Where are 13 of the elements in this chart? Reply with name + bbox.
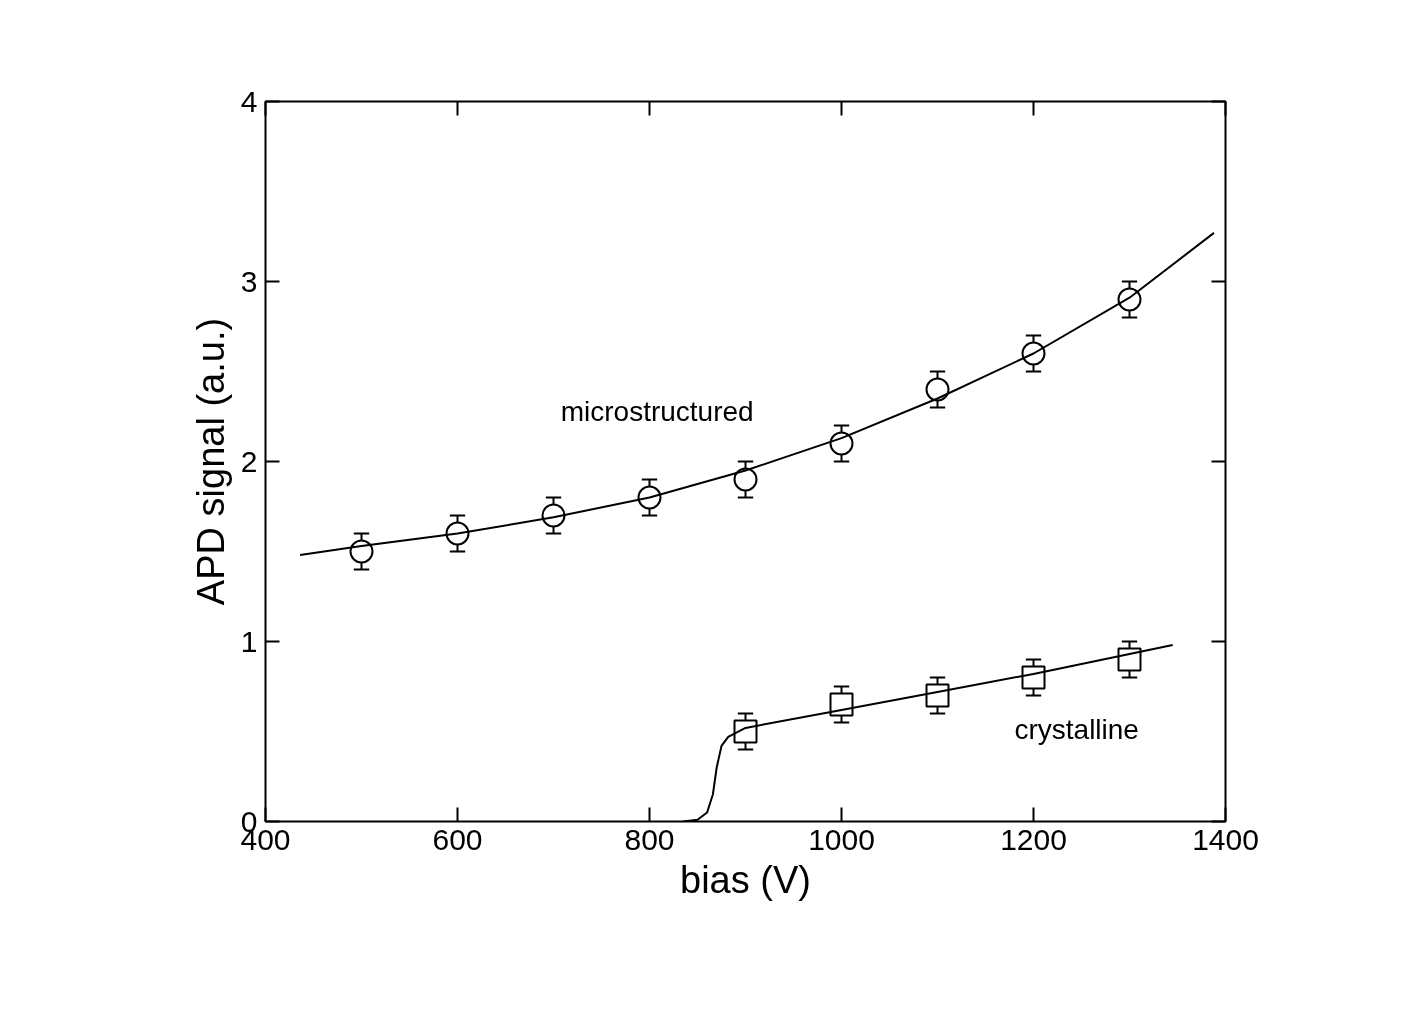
y-tick-label: 2 bbox=[240, 444, 258, 478]
y-axis-title: APD signal (a.u.) bbox=[189, 317, 232, 606]
annotation: microstructured bbox=[560, 395, 754, 427]
x-axis-title: bias (V) bbox=[680, 858, 811, 901]
y-tick-label: 1 bbox=[240, 624, 258, 658]
x-tick-label: 1000 bbox=[808, 822, 875, 856]
x-tick-label: 800 bbox=[624, 822, 675, 856]
x-tick-label: 1200 bbox=[1000, 822, 1067, 856]
y-tick-label: 4 bbox=[240, 84, 258, 118]
x-tick-label: 1400 bbox=[1192, 822, 1259, 856]
y-tick-label: 3 bbox=[240, 264, 258, 298]
annotation: crystalline bbox=[1014, 713, 1139, 745]
x-tick-label: 600 bbox=[432, 822, 483, 856]
